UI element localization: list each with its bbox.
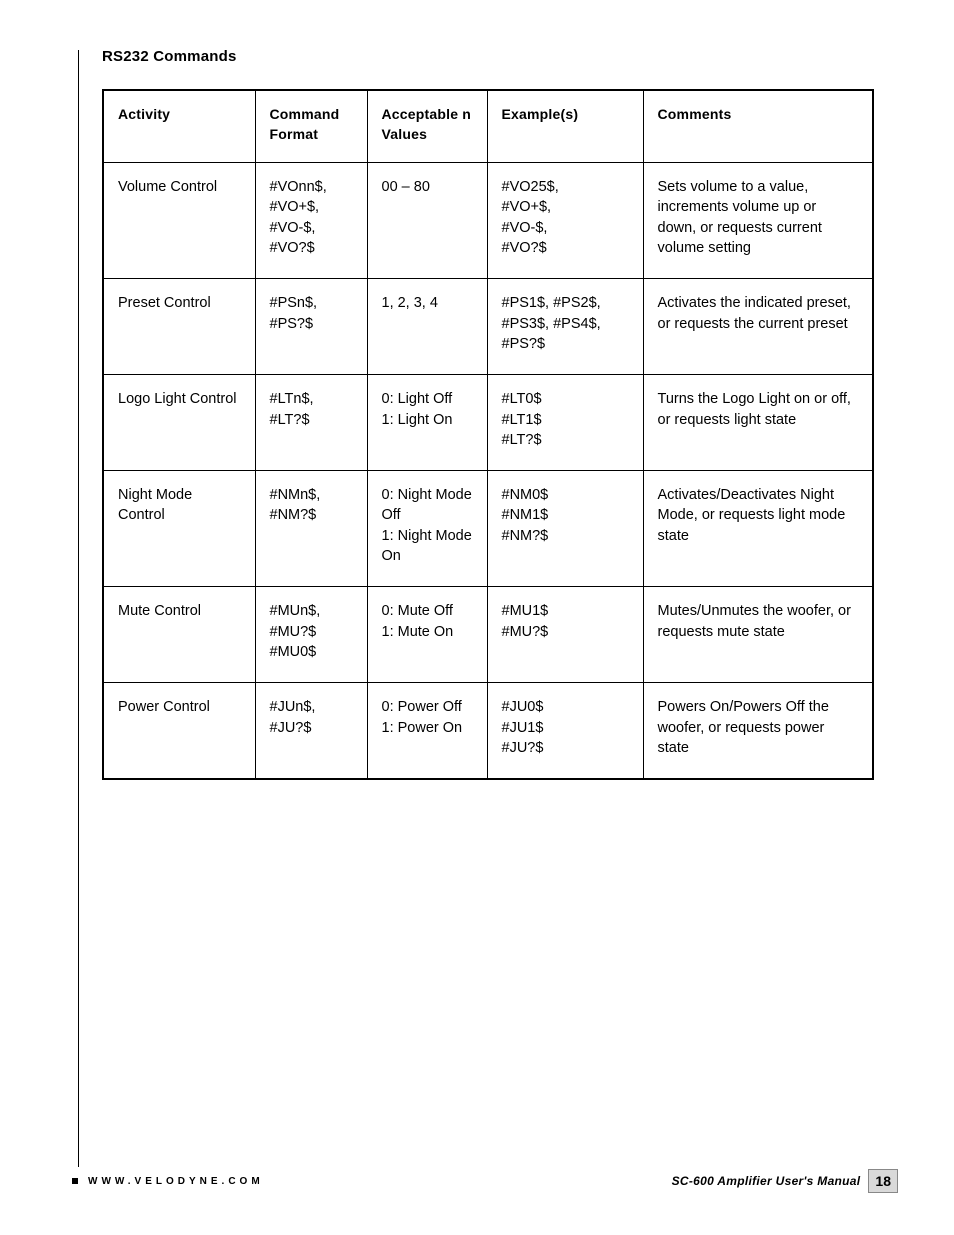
table-row: Power Control #JUn$, #JU?$ 0: Power Off … <box>103 683 873 779</box>
cell-comments: Mutes/Unmutes the woofer, or requests mu… <box>643 587 873 683</box>
cell-comments: Powers On/Powers Off the woofer, or requ… <box>643 683 873 779</box>
cell-activity: Preset Control <box>103 279 255 375</box>
cell-comments: Activates the indicated preset, or reque… <box>643 279 873 375</box>
col-acceptable: Acceptable n Values <box>367 90 487 163</box>
col-examples: Example(s) <box>487 90 643 163</box>
cell-comments: Activates/Deactivates Night Mode, or req… <box>643 471 873 587</box>
col-command: Command Format <box>255 90 367 163</box>
footer-bullet-icon <box>72 1178 78 1184</box>
footer-url: WWW.VELODYNE.COM <box>88 1176 264 1187</box>
footer-right: SC-600 Amplifier User's Manual 18 <box>672 1169 898 1193</box>
cell-command: #JUn$, #JU?$ <box>255 683 367 779</box>
cell-examples: #MU1$ #MU?$ <box>487 587 643 683</box>
cell-command: #LTn$, #LT?$ <box>255 375 367 471</box>
page: RS232 Commands Activity Command Format A… <box>0 0 954 1235</box>
table-row: Night Mode Control #NMn$, #NM?$ 0: Night… <box>103 471 873 587</box>
cell-acceptable: 0: Mute Off 1: Mute On <box>367 587 487 683</box>
cell-command: #NMn$, #NM?$ <box>255 471 367 587</box>
cell-examples: #LT0$ #LT1$ #LT?$ <box>487 375 643 471</box>
col-comments: Comments <box>643 90 873 163</box>
table-row: Preset Control #PSn$, #PS?$ 1, 2, 3, 4 #… <box>103 279 873 375</box>
vertical-rule <box>78 50 79 1167</box>
cell-acceptable: 00 – 80 <box>367 163 487 279</box>
cell-activity: Mute Control <box>103 587 255 683</box>
table-row: Mute Control #MUn$, #MU?$ #MU0$ 0: Mute … <box>103 587 873 683</box>
table-row: Logo Light Control #LTn$, #LT?$ 0: Light… <box>103 375 873 471</box>
cell-activity: Logo Light Control <box>103 375 255 471</box>
cell-command: #VOnn$, #VO+$, #VO-$, #VO?$ <box>255 163 367 279</box>
page-footer: WWW.VELODYNE.COM SC-600 Amplifier User's… <box>72 1169 898 1193</box>
cell-activity: Night Mode Control <box>103 471 255 587</box>
manual-title: SC-600 Amplifier User's Manual <box>672 1174 861 1188</box>
table-header-row: Activity Command Format Acceptable n Val… <box>103 90 873 163</box>
cell-comments: Turns the Logo Light on or off, or reque… <box>643 375 873 471</box>
cell-examples: #NM0$ #NM1$ #NM?$ <box>487 471 643 587</box>
section-title: RS232 Commands <box>102 48 898 65</box>
page-number: 18 <box>868 1169 898 1193</box>
cell-acceptable: 1, 2, 3, 4 <box>367 279 487 375</box>
cell-command: #PSn$, #PS?$ <box>255 279 367 375</box>
cell-examples: #VO25$, #VO+$, #VO-$, #VO?$ <box>487 163 643 279</box>
col-activity: Activity <box>103 90 255 163</box>
commands-table: Activity Command Format Acceptable n Val… <box>102 89 874 780</box>
cell-examples: #PS1$, #PS2$, #PS3$, #PS4$, #PS?$ <box>487 279 643 375</box>
cell-comments: Sets volume to a value, increments volum… <box>643 163 873 279</box>
table-row: Volume Control #VOnn$, #VO+$, #VO-$, #VO… <box>103 163 873 279</box>
cell-activity: Volume Control <box>103 163 255 279</box>
cell-acceptable: 0: Power Off 1: Power On <box>367 683 487 779</box>
cell-activity: Power Control <box>103 683 255 779</box>
cell-acceptable: 0: Night Mode Off 1: Night Mode On <box>367 471 487 587</box>
cell-acceptable: 0: Light Off 1: Light On <box>367 375 487 471</box>
cell-command: #MUn$, #MU?$ #MU0$ <box>255 587 367 683</box>
cell-examples: #JU0$ #JU1$ #JU?$ <box>487 683 643 779</box>
footer-left: WWW.VELODYNE.COM <box>72 1176 264 1187</box>
